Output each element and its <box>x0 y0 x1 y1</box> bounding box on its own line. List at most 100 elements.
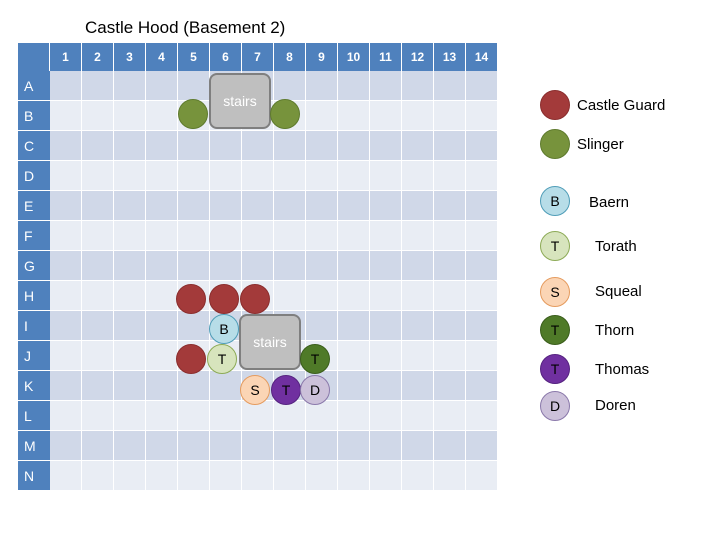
grid-cell[interactable] <box>82 311 114 341</box>
grid-cell[interactable] <box>466 251 498 281</box>
grid-cell[interactable] <box>210 401 242 431</box>
grid-cell[interactable] <box>274 251 306 281</box>
grid-cell[interactable] <box>50 461 82 491</box>
grid-cell[interactable] <box>402 281 434 311</box>
thorn-token[interactable]: T <box>300 344 330 374</box>
grid-cell[interactable] <box>50 311 82 341</box>
grid-cell[interactable] <box>82 161 114 191</box>
grid-cell[interactable] <box>434 251 466 281</box>
grid-cell[interactable] <box>466 461 498 491</box>
grid-cell[interactable] <box>338 101 370 131</box>
grid-cell[interactable] <box>402 431 434 461</box>
grid-cell[interactable] <box>434 341 466 371</box>
grid-cell[interactable] <box>402 251 434 281</box>
grid-cell[interactable] <box>114 191 146 221</box>
grid-cell[interactable] <box>434 161 466 191</box>
grid-cell[interactable] <box>466 341 498 371</box>
grid-cell[interactable] <box>50 131 82 161</box>
slinger-token[interactable] <box>178 99 208 129</box>
grid-cell[interactable] <box>434 71 466 101</box>
grid-cell[interactable] <box>82 401 114 431</box>
grid-cell[interactable] <box>114 311 146 341</box>
baern-token[interactable]: B <box>209 314 239 344</box>
grid-cell[interactable] <box>146 341 178 371</box>
grid-cell[interactable] <box>338 161 370 191</box>
grid-cell[interactable] <box>178 131 210 161</box>
grid-cell[interactable] <box>434 221 466 251</box>
grid-cell[interactable] <box>466 401 498 431</box>
grid-cell[interactable] <box>146 71 178 101</box>
castle-guard-token[interactable] <box>209 284 239 314</box>
grid-cell[interactable] <box>146 401 178 431</box>
grid-cell[interactable] <box>82 371 114 401</box>
grid-cell[interactable] <box>370 461 402 491</box>
grid-cell[interactable] <box>50 251 82 281</box>
grid-cell[interactable] <box>402 341 434 371</box>
grid-cell[interactable] <box>274 191 306 221</box>
grid-cell[interactable] <box>370 311 402 341</box>
grid-cell[interactable] <box>178 161 210 191</box>
grid-cell[interactable] <box>274 461 306 491</box>
grid-cell[interactable] <box>338 131 370 161</box>
grid-cell[interactable] <box>114 281 146 311</box>
grid-cell[interactable] <box>370 221 402 251</box>
grid-cell[interactable] <box>82 431 114 461</box>
grid-cell[interactable] <box>306 431 338 461</box>
grid-cell[interactable] <box>242 431 274 461</box>
grid-cell[interactable] <box>466 221 498 251</box>
doren-token[interactable]: D <box>300 375 330 405</box>
grid-cell[interactable] <box>178 221 210 251</box>
squeal-token[interactable]: S <box>240 375 270 405</box>
grid-cell[interactable] <box>338 401 370 431</box>
grid-cell[interactable] <box>146 371 178 401</box>
grid-cell[interactable] <box>242 161 274 191</box>
grid-cell[interactable] <box>178 431 210 461</box>
grid-cell[interactable] <box>274 401 306 431</box>
grid-cell[interactable] <box>434 401 466 431</box>
grid-cell[interactable] <box>50 401 82 431</box>
grid-cell[interactable] <box>338 251 370 281</box>
grid-cell[interactable] <box>306 71 338 101</box>
grid-cell[interactable] <box>434 131 466 161</box>
grid-cell[interactable] <box>178 401 210 431</box>
grid-cell[interactable] <box>210 251 242 281</box>
grid-cell[interactable] <box>306 131 338 161</box>
grid-cell[interactable] <box>402 401 434 431</box>
grid-cell[interactable] <box>50 341 82 371</box>
grid-cell[interactable] <box>146 221 178 251</box>
grid-cell[interactable] <box>274 281 306 311</box>
grid-cell[interactable] <box>466 431 498 461</box>
grid-cell[interactable] <box>402 191 434 221</box>
grid-cell[interactable] <box>210 431 242 461</box>
grid-cell[interactable] <box>50 431 82 461</box>
grid-cell[interactable] <box>146 101 178 131</box>
grid-cell[interactable] <box>338 431 370 461</box>
grid-cell[interactable] <box>466 161 498 191</box>
grid-cell[interactable] <box>338 371 370 401</box>
grid-cell[interactable] <box>306 281 338 311</box>
grid-cell[interactable] <box>114 251 146 281</box>
grid-cell[interactable] <box>210 161 242 191</box>
grid-cell[interactable] <box>146 461 178 491</box>
grid-cell[interactable] <box>402 71 434 101</box>
grid-cell[interactable] <box>338 191 370 221</box>
thomas-token[interactable]: T <box>271 375 301 405</box>
grid-cell[interactable] <box>338 221 370 251</box>
grid-cell[interactable] <box>466 191 498 221</box>
grid-cell[interactable] <box>146 161 178 191</box>
grid-cell[interactable] <box>370 131 402 161</box>
grid-cell[interactable] <box>434 101 466 131</box>
grid-cell[interactable] <box>434 431 466 461</box>
grid-cell[interactable] <box>242 461 274 491</box>
grid-cell[interactable] <box>338 281 370 311</box>
grid-cell[interactable] <box>146 131 178 161</box>
castle-guard-token[interactable] <box>176 344 206 374</box>
grid-cell[interactable] <box>50 281 82 311</box>
grid-cell[interactable] <box>242 251 274 281</box>
grid-cell[interactable] <box>402 101 434 131</box>
grid-cell[interactable] <box>114 461 146 491</box>
grid-cell[interactable] <box>178 371 210 401</box>
grid-cell[interactable] <box>82 101 114 131</box>
grid-cell[interactable] <box>82 191 114 221</box>
grid-cell[interactable] <box>50 161 82 191</box>
